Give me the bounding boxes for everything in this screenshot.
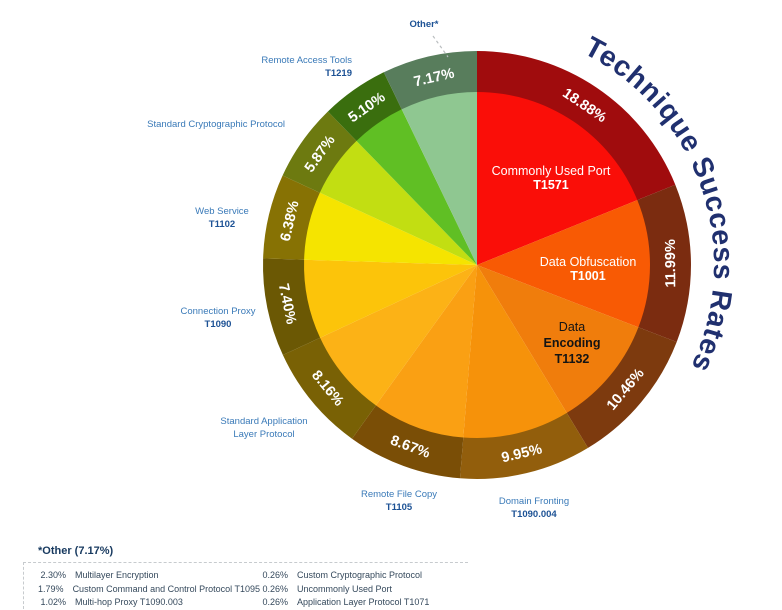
inner-slice-label: Data Obfuscation bbox=[540, 255, 637, 269]
other-breakdown-pct: 1.02% bbox=[40, 597, 66, 607]
label-standard-application-layer-protocol: Standard Application bbox=[220, 416, 307, 427]
ring-segment-other bbox=[383, 50, 477, 110]
ring-segment-standard-application-layer-protocol bbox=[282, 337, 376, 439]
other-breakdown-row: 0.26% Uncommonly Used Port bbox=[260, 583, 468, 597]
pie-slice-remote-file-copy bbox=[375, 265, 477, 439]
other-breakdown-name: Uncommonly Used Port bbox=[297, 583, 393, 594]
other-breakdown-name: Multilayer Encryption bbox=[75, 570, 159, 580]
pie-slice-data-encoding bbox=[477, 265, 640, 414]
pie-slice-data-obfuscation bbox=[477, 199, 651, 328]
label-standard-cryptographic-protocol: Standard Cryptographic Protocol bbox=[147, 119, 285, 130]
other-breakdown-name: Custom Cryptographic Protocol bbox=[297, 570, 423, 580]
inner-slice-label: T1132 bbox=[555, 352, 590, 366]
label-standard-application-layer-protocol: Layer Protocol bbox=[233, 429, 294, 440]
other-breakdown-footnote: *Other (7.17%) 2.30% Multilayer Encryptio… bbox=[23, 545, 468, 609]
ring-segment-web-service bbox=[263, 175, 320, 260]
ring-segment-data-obfuscation bbox=[637, 184, 691, 342]
other-breakdown-box: 2.30% Multilayer Encryption 1.79% Custom Co… bbox=[23, 562, 468, 609]
other-breakdown-row: 0.26% Application Layer Protocol T1071 bbox=[260, 596, 468, 610]
pie-slice-standard-application-layer-protocol bbox=[319, 265, 477, 407]
other-breakdown-row: 1.79% Custom Command and Control Protocol… bbox=[38, 583, 260, 597]
inner-slice-label: T1571 bbox=[533, 178, 568, 192]
other-breakdown-name: Application Layer Protocol T1071 bbox=[297, 597, 430, 607]
other-breakdown-pct: 0.26% bbox=[262, 597, 288, 607]
label-domain-fronting: Domain Fronting bbox=[499, 496, 569, 507]
other-breakdown-column-2: 0.26% Custom Cryptographic Protocol 0.26% U… bbox=[260, 569, 468, 609]
pie-slice-web-service bbox=[303, 192, 477, 265]
inner-slice-label: Data bbox=[559, 320, 585, 334]
inner-slice-label: Encoding bbox=[544, 336, 601, 350]
pie-slice-remote-access-tools bbox=[355, 108, 477, 266]
other-breakdown-pct: 0.26% bbox=[262, 570, 288, 580]
label-connection-proxy: Connection Proxy bbox=[181, 306, 256, 317]
ring-segment-remote-file-copy bbox=[352, 405, 464, 479]
label-remote-access-tools: Remote Access Tools bbox=[261, 55, 352, 66]
pie-slice-other bbox=[401, 91, 477, 265]
other-breakdown-pct: 0.26% bbox=[262, 583, 288, 594]
other-breakdown-pct: 2.30% bbox=[40, 570, 66, 580]
pie-slice-standard-cryptographic-protocol bbox=[318, 140, 477, 265]
pie-slice-domain-fronting bbox=[463, 265, 568, 440]
other-breakdown-row: 0.26% Custom Cryptographic Protocol bbox=[260, 569, 468, 583]
label-web-service: Web Service bbox=[195, 206, 249, 217]
ring-segment-data-encoding bbox=[566, 327, 677, 448]
label-other: Other* bbox=[409, 19, 438, 30]
other-breakdown-row: 1.02% Multi-hop Proxy T1090.003 bbox=[38, 596, 260, 610]
label-remote-file-copy: T1105 bbox=[386, 502, 413, 513]
inner-slice-label: T1001 bbox=[570, 269, 605, 283]
label-connection-proxy: T1090 bbox=[205, 319, 232, 330]
label-web-service: T1102 bbox=[209, 219, 235, 230]
other-breakdown-row: 2.30% Multilayer Encryption bbox=[38, 569, 260, 583]
pie-slice-connection-proxy bbox=[303, 259, 477, 339]
other-breakdown-title: *Other (7.17%) bbox=[38, 545, 114, 557]
pct-label-data-obfuscation: 11.99% bbox=[663, 239, 679, 288]
ring-segment-commonly-used-port bbox=[477, 51, 676, 200]
other-callout-line bbox=[432, 35, 449, 58]
other-breakdown-column-1: 2.30% Multilayer Encryption 1.79% Custom Co… bbox=[38, 569, 260, 609]
label-domain-fronting: T1090.004 bbox=[511, 509, 557, 520]
other-breakdown-name: Custom Command and Control Protocol T109… bbox=[72, 583, 260, 594]
label-remote-file-copy: Remote File Copy bbox=[361, 489, 437, 500]
ring-segment-domain-fronting bbox=[460, 412, 588, 479]
ring-segment-connection-proxy bbox=[263, 258, 321, 355]
pie-slice-commonly-used-port bbox=[477, 91, 639, 265]
other-breakdown-pct: 1.79% bbox=[38, 583, 64, 594]
inner-slice-label: Commonly Used Port bbox=[492, 164, 611, 178]
ring-segment-remote-access-tools bbox=[327, 72, 402, 141]
label-remote-access-tools: T1219 bbox=[325, 68, 352, 79]
other-breakdown-name: Multi-hop Proxy T1090.003 bbox=[75, 597, 183, 607]
ring-segment-standard-cryptographic-protocol bbox=[282, 111, 357, 193]
